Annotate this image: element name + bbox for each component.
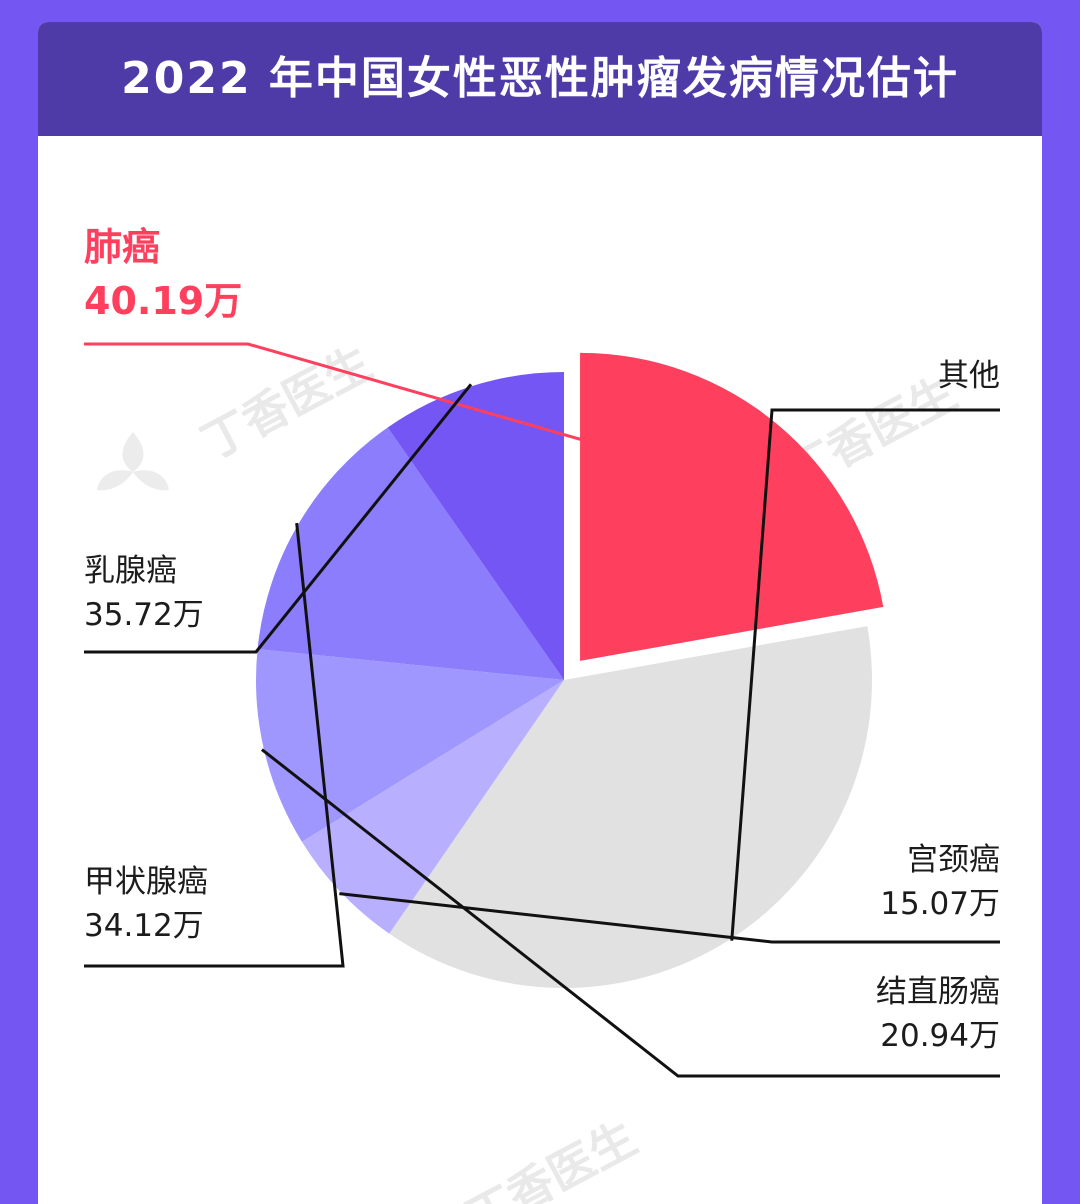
slice-value: 34.12万 — [84, 908, 204, 944]
slice-lung-cancer — [580, 352, 884, 661]
leader-line — [84, 522, 345, 968]
slice-other — [389, 626, 872, 988]
slice-value: 40.19万 — [84, 279, 243, 323]
slice-breast-cancer — [387, 372, 564, 680]
label-lung-cancer: 肺癌 40.19万 — [84, 220, 242, 328]
leader-line — [84, 342, 731, 484]
leader-line — [339, 892, 1000, 944]
slice-value: 15.07万 — [880, 886, 1000, 922]
slice-name: 结直肠癌 — [876, 974, 1000, 1010]
slice-colorectal-cancer — [256, 649, 564, 842]
chart-card: 丁香医生 丁香医生 丁香医生 2022 年中国女性恶性肿瘤发病情况估计 肺癌 4… — [38, 22, 1042, 1204]
slice-thyroid-cancer — [257, 427, 564, 680]
slice-value: 20.94万 — [880, 1018, 1000, 1054]
title-bar: 2022 年中国女性恶性肿瘤发病情况估计 — [38, 22, 1042, 136]
slice-name: 甲状腺癌 — [84, 864, 208, 900]
label-thyroid-cancer: 甲状腺癌 34.12万 — [84, 860, 208, 948]
label-colorectal-cancer: 结直肠癌 20.94万 — [876, 970, 1000, 1058]
label-breast-cancer: 乳腺癌 35.72万 — [84, 549, 204, 637]
watermark-logo-icon — [97, 432, 169, 491]
chart-title: 2022 年中国女性恶性肿瘤发病情况估计 — [121, 53, 959, 104]
slice-name: 其他 — [938, 358, 1000, 394]
slice-name: 宫颈癌 — [907, 842, 1000, 878]
slice-value: 35.72万 — [84, 597, 204, 633]
pie-chart — [84, 342, 1000, 1078]
slice-name: 乳腺癌 — [84, 553, 177, 589]
label-other: 其他 — [938, 354, 1000, 398]
leader-line — [260, 748, 1000, 1078]
slice-cervical-cancer — [301, 680, 564, 934]
leader-line — [84, 383, 473, 654]
leader-line — [730, 408, 1000, 941]
slice-name: 肺癌 — [84, 225, 161, 269]
label-cervical-cancer: 宫颈癌 15.07万 — [880, 838, 1000, 926]
